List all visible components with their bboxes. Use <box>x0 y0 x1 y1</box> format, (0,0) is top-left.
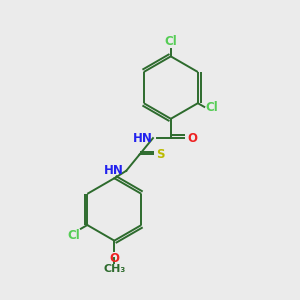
Text: Cl: Cl <box>205 101 218 114</box>
Text: HN: HN <box>104 164 124 177</box>
Text: CH₃: CH₃ <box>103 263 125 274</box>
Text: O: O <box>109 252 119 265</box>
Text: O: O <box>187 132 197 145</box>
Text: Cl: Cl <box>67 229 80 242</box>
Text: HN: HN <box>133 132 153 145</box>
Text: Cl: Cl <box>164 35 177 48</box>
Text: S: S <box>156 148 164 161</box>
